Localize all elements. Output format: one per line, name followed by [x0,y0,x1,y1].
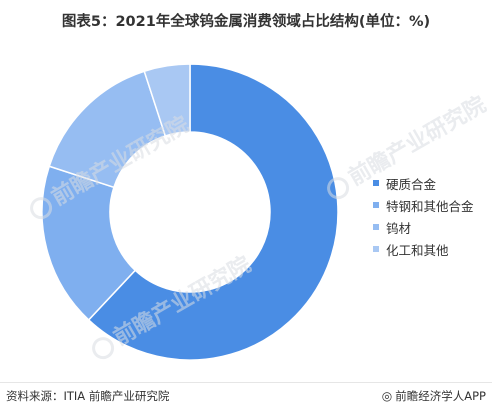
legend-swatch [373,202,379,208]
footer: 资料来源：ITIA 前瞻产业研究院 ◎ 前瞻经济学人APP [0,382,492,407]
legend-label: 化工和其他 [386,242,449,258]
donut-slice-4 [143,63,191,137]
legend-item: 钨材 [373,216,491,238]
legend-item: 特钢和其他合金 [373,194,491,216]
legend-label: 特钢和其他合金 [386,198,474,214]
brand-logo-icon: ◎ [381,389,393,403]
chart-title: 图表5：2021年全球钨金属消费领域占比结构(单位：%) [61,14,431,30]
legend-item: 硬质合金 [373,172,491,194]
legend-label: 硬质合金 [386,176,437,192]
source-text: 资料来源：ITIA 前瞻产业研究院 [6,389,170,403]
legend-item: 化工和其他 [373,238,491,260]
legend-swatch [373,180,379,186]
donut-chart [41,63,339,361]
donut-slice-1 [87,63,339,361]
chart-area [41,63,339,361]
brand-text: 前瞻经济学人APP [395,389,486,403]
legend-swatch [373,246,379,252]
legend-swatch [373,224,379,230]
chart-legend: 硬质合金 特钢和其他合金 钨材 化工和其他 [373,172,491,260]
brand: ◎ 前瞻经济学人APP [382,388,486,404]
legend-label: 钨材 [386,220,412,236]
